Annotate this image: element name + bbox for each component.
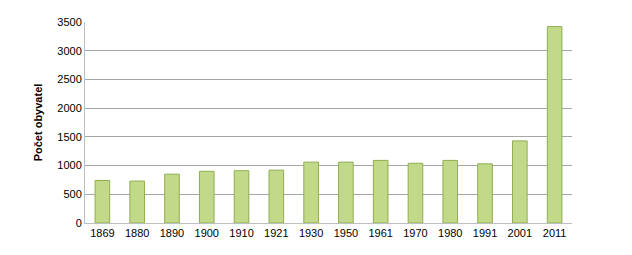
svg-text:1961: 1961 — [368, 227, 392, 239]
svg-text:500: 500 — [63, 188, 81, 200]
svg-text:2500: 2500 — [57, 73, 81, 85]
svg-text:1900: 1900 — [195, 227, 219, 239]
svg-text:1000: 1000 — [57, 159, 81, 171]
svg-text:3500: 3500 — [57, 16, 81, 28]
svg-text:1991: 1991 — [473, 227, 497, 239]
svg-text:3000: 3000 — [57, 45, 81, 57]
svg-text:2011: 2011 — [543, 227, 567, 239]
svg-text:1980: 1980 — [438, 227, 462, 239]
svg-text:2000: 2000 — [57, 102, 81, 114]
svg-text:1950: 1950 — [334, 227, 358, 239]
svg-text:Počet obyvatel: Počet obyvatel — [32, 84, 44, 162]
svg-text:1921: 1921 — [264, 227, 288, 239]
svg-text:1930: 1930 — [299, 227, 323, 239]
svg-text:1869: 1869 — [90, 227, 114, 239]
svg-text:1500: 1500 — [57, 131, 81, 143]
svg-text:0: 0 — [76, 217, 82, 229]
svg-text:1970: 1970 — [403, 227, 427, 239]
svg-text:1890: 1890 — [160, 227, 184, 239]
svg-text:1880: 1880 — [125, 227, 149, 239]
svg-text:1910: 1910 — [229, 227, 253, 239]
svg-text:2001: 2001 — [508, 227, 532, 239]
